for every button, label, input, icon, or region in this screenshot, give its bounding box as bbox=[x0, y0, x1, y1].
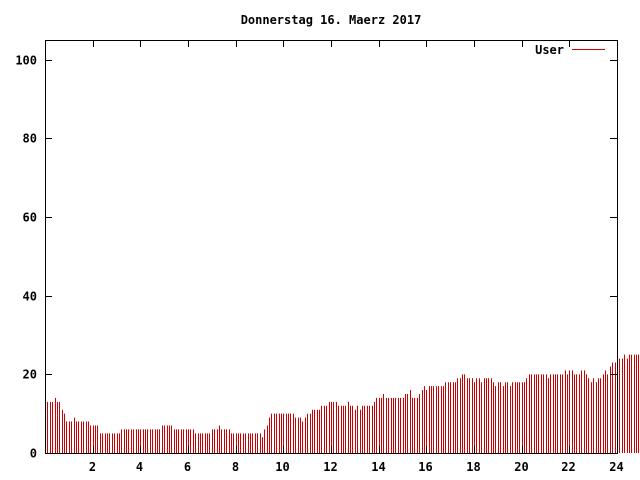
x-tick-label: 20 bbox=[514, 460, 528, 474]
x-tick-label: 6 bbox=[184, 460, 191, 474]
x-tick-label: 16 bbox=[418, 460, 432, 474]
user-series bbox=[45, 354, 639, 453]
chart-title: Donnerstag 16. Maerz 2017 bbox=[241, 13, 422, 27]
x-tick-label: 14 bbox=[371, 460, 385, 474]
x-tick-label: 2 bbox=[89, 460, 96, 474]
x-tick-label: 24 bbox=[609, 460, 623, 474]
x-tick-label: 12 bbox=[323, 460, 337, 474]
y-tick-label: 80 bbox=[23, 132, 37, 146]
y-tick-label: 60 bbox=[23, 211, 37, 225]
y-tick-label: 40 bbox=[23, 290, 37, 304]
legend: User bbox=[535, 43, 605, 57]
y-tick-label: 20 bbox=[23, 368, 37, 382]
x-tick-label: 18 bbox=[466, 460, 480, 474]
x-tick-label: 10 bbox=[275, 460, 289, 474]
legend-label-user: User bbox=[535, 43, 564, 57]
x-tick-label: 22 bbox=[561, 460, 575, 474]
plot-frame bbox=[45, 40, 618, 454]
y-tick-label: 0 bbox=[30, 447, 37, 461]
x-tick-label: 4 bbox=[136, 460, 143, 474]
y-tick-label: 100 bbox=[15, 54, 37, 68]
x-axis: 2 4 6 8 10 12 14 16 18 20 22 24 bbox=[89, 40, 624, 474]
x-tick-label: 8 bbox=[232, 460, 239, 474]
